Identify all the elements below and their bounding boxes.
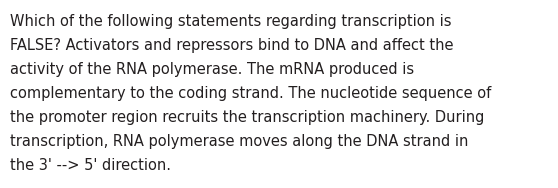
Text: Which of the following statements regarding transcription is: Which of the following statements regard… xyxy=(10,14,451,29)
Text: complementary to the coding strand. The nucleotide sequence of: complementary to the coding strand. The … xyxy=(10,86,491,101)
Text: transcription, RNA polymerase moves along the DNA strand in: transcription, RNA polymerase moves alon… xyxy=(10,134,468,149)
Text: the promoter region recruits the transcription machinery. During: the promoter region recruits the transcr… xyxy=(10,110,484,125)
Text: activity of the RNA polymerase. The mRNA produced is: activity of the RNA polymerase. The mRNA… xyxy=(10,62,414,77)
Text: FALSE? Activators and repressors bind to DNA and affect the: FALSE? Activators and repressors bind to… xyxy=(10,38,454,53)
Text: the 3' --> 5' direction.: the 3' --> 5' direction. xyxy=(10,158,171,173)
